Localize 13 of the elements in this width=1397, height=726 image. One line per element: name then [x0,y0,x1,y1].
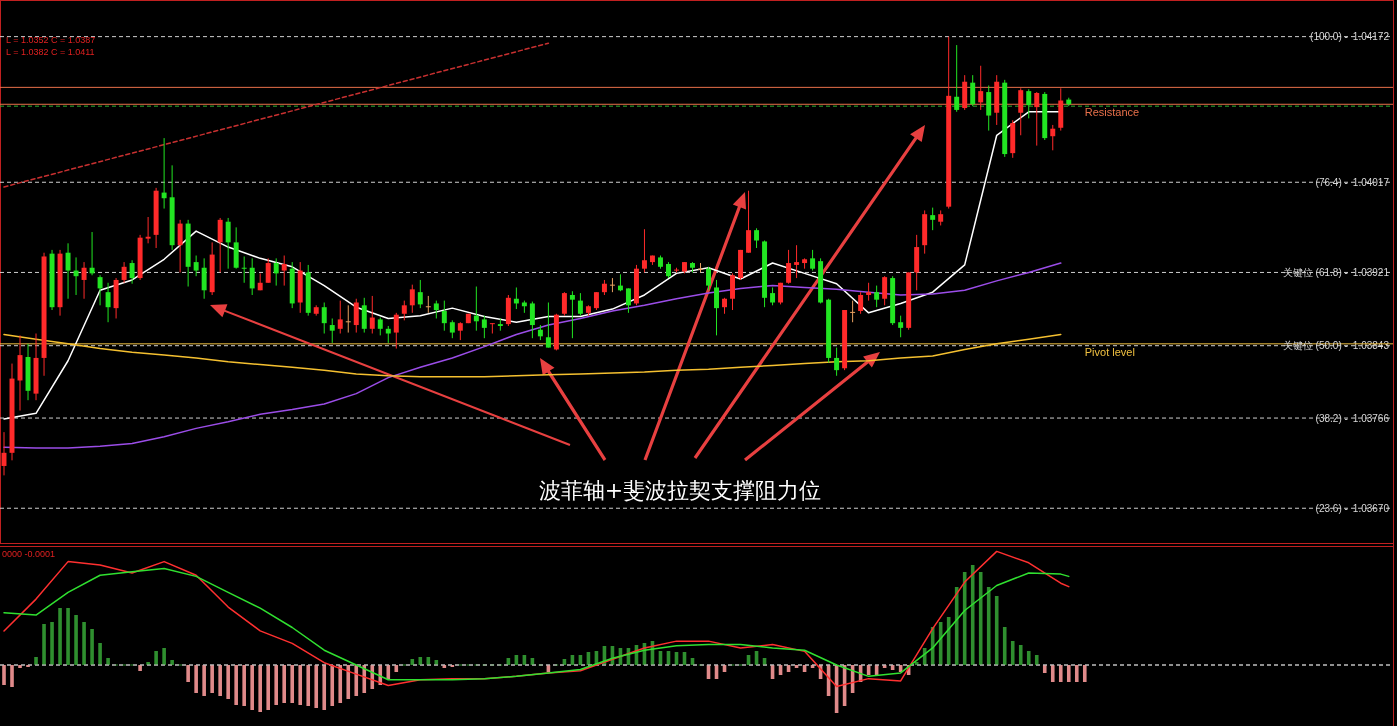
annotation: L = 1.0382 C = 1.0411 [6,47,95,57]
annotation: 波菲轴+斐波拉契支撑阻力位 [538,478,822,503]
ref-line-label: Resistance [1084,106,1140,119]
y-tick-label: 1.04017 [1352,176,1389,188]
y-tick-label: 1.04172 [1352,31,1389,43]
annotation: 0000 -0.0001 [2,549,56,559]
y-tick-label: 1.03670 [1352,502,1389,514]
y-tick-label: 1.03766 [1352,412,1389,424]
y-tick-label: 1.03921 [1352,266,1389,278]
annotation: (100.0) - [1310,31,1348,43]
annotation: L = 1.0352 C = 1.0387 [6,35,96,45]
annotation: (38.2) - [1315,412,1348,424]
ref-line-label: Pivot level [1084,345,1135,358]
